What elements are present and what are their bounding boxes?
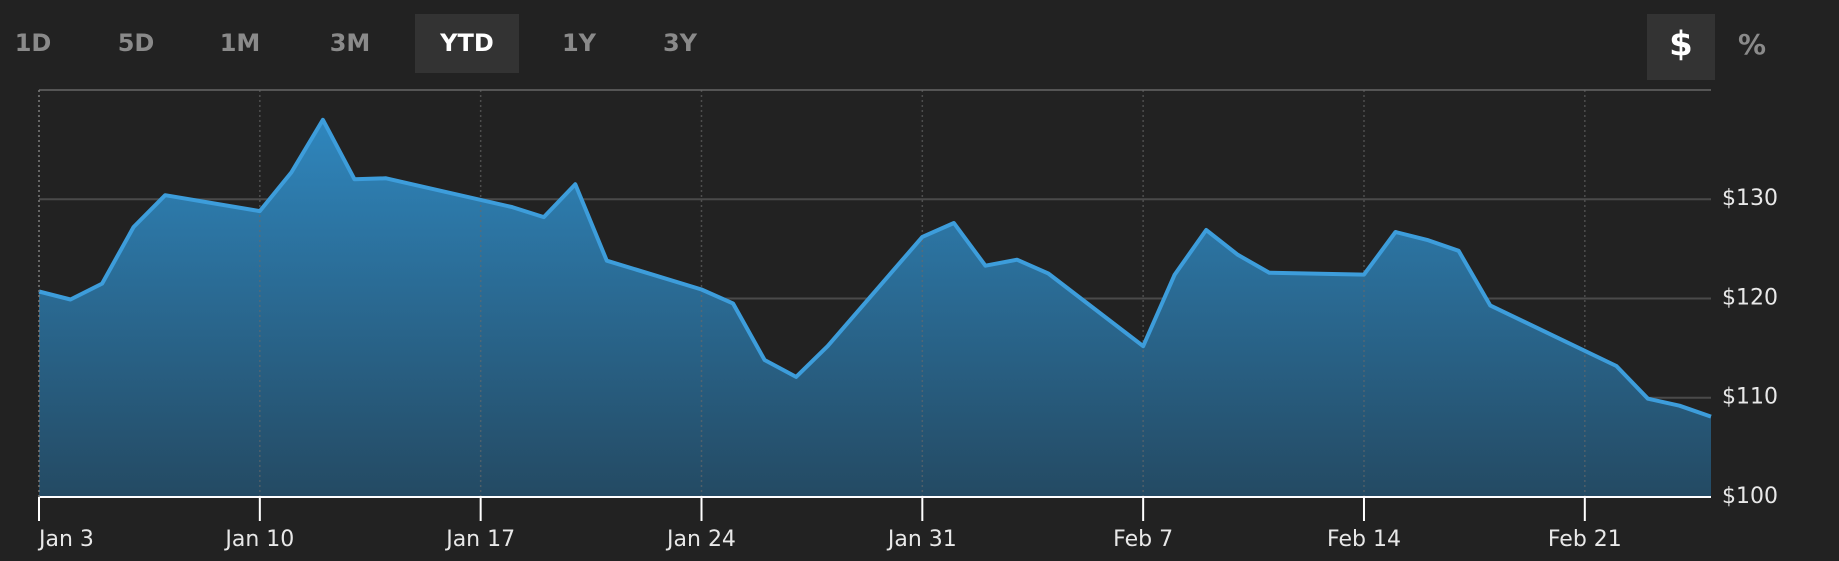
unit-button[interactable]: % bbox=[1738, 28, 1766, 61]
x-tick-label: Jan 31 bbox=[886, 527, 957, 552]
range-button[interactable]: YTD bbox=[439, 29, 494, 57]
x-tick-label: Feb 14 bbox=[1327, 527, 1401, 552]
x-tick-label: Jan 10 bbox=[223, 527, 294, 552]
range-button[interactable]: 1Y bbox=[562, 29, 597, 57]
y-tick-label: $110 bbox=[1722, 385, 1778, 410]
x-tick-label: Feb 7 bbox=[1113, 527, 1173, 552]
range-button[interactable]: 3M bbox=[330, 29, 371, 57]
y-tick-label: $120 bbox=[1722, 285, 1778, 310]
y-tick-label: $100 bbox=[1722, 484, 1778, 509]
range-button[interactable]: 1M bbox=[220, 29, 261, 57]
range-button[interactable]: 1D bbox=[15, 29, 52, 57]
x-tick-label: Jan 24 bbox=[665, 527, 736, 552]
x-tick-label: Jan 3 bbox=[37, 527, 94, 552]
y-tick-label: $130 bbox=[1722, 186, 1778, 211]
area-fill bbox=[39, 119, 1711, 498]
x-tick-label: Feb 21 bbox=[1548, 527, 1622, 552]
price-line bbox=[38, 117, 1712, 419]
unit-button[interactable]: $ bbox=[1669, 25, 1693, 65]
range-button[interactable]: 3Y bbox=[663, 29, 698, 57]
range-button[interactable]: 5D bbox=[118, 29, 155, 57]
x-tick-label: Jan 17 bbox=[444, 527, 515, 552]
active-range-bg bbox=[415, 14, 519, 73]
active-unit-bg bbox=[1647, 14, 1715, 80]
